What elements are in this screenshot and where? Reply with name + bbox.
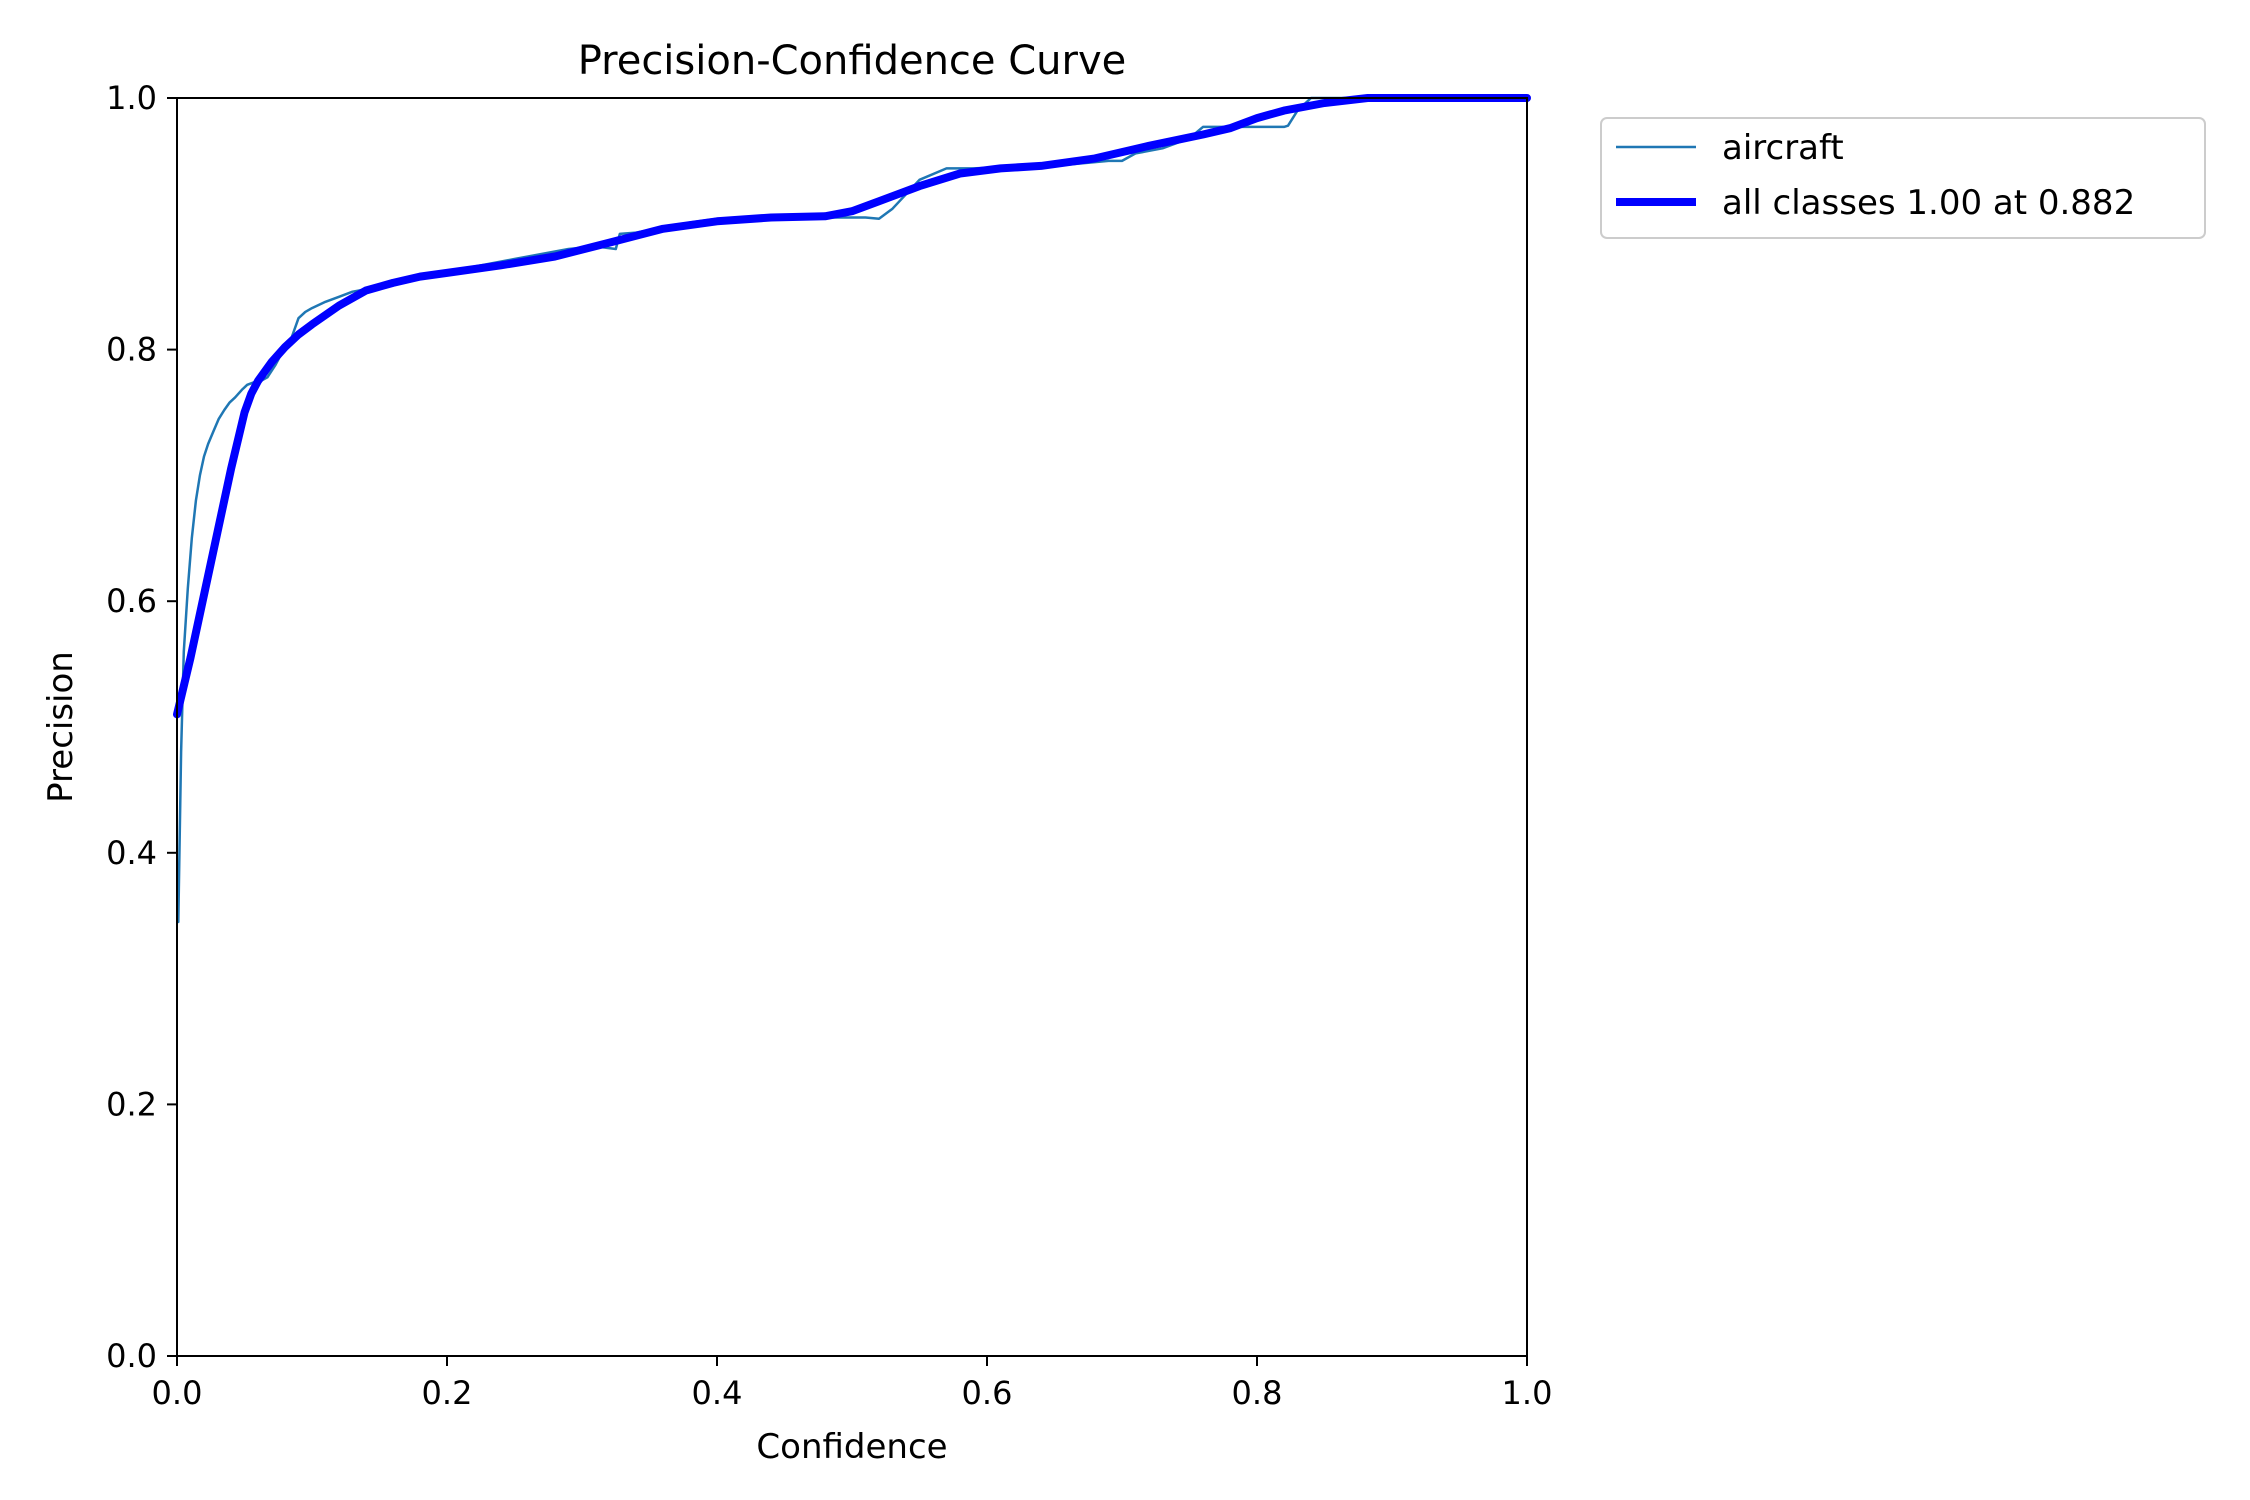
- y-tick-label: 1.0: [106, 79, 157, 117]
- legend-label-all-classes: all classes 1.00 at 0.882: [1722, 183, 2135, 223]
- y-axis-ticks: 0.0 0.2 0.4 0.6 0.8 1.0: [106, 79, 177, 1375]
- y-tick-label: 0.8: [106, 331, 157, 369]
- chart-title: Precision-Confidence Curve: [578, 38, 1127, 84]
- y-axis-label: Precision: [41, 651, 81, 803]
- x-tick-label: 0.2: [422, 1374, 473, 1412]
- y-tick-label: 0.4: [106, 834, 157, 872]
- legend: aircraft all classes 1.00 at 0.882: [1600, 117, 2206, 239]
- legend-label-aircraft: aircraft: [1722, 128, 1844, 168]
- y-tick-label: 0.6: [106, 582, 157, 620]
- series-layer: [173, 94, 1531, 924]
- x-tick-label: 0.4: [692, 1374, 743, 1412]
- x-axis-ticks: 0.0 0.2 0.4 0.6 0.8 1.0: [152, 1356, 1553, 1412]
- series-line-all-classes: [173, 94, 1531, 719]
- x-tick-label: 0.6: [962, 1374, 1013, 1412]
- x-tick-label: 0.0: [152, 1374, 203, 1412]
- x-tick-label: 0.8: [1232, 1374, 1283, 1412]
- x-axis-label: Confidence: [756, 1427, 947, 1467]
- y-tick-label: 0.2: [106, 1085, 157, 1123]
- y-tick-label: 0.0: [106, 1337, 157, 1375]
- x-tick-label: 1.0: [1502, 1374, 1553, 1412]
- legend-box: [1600, 117, 2206, 239]
- plot-frame: [176, 97, 1528, 1357]
